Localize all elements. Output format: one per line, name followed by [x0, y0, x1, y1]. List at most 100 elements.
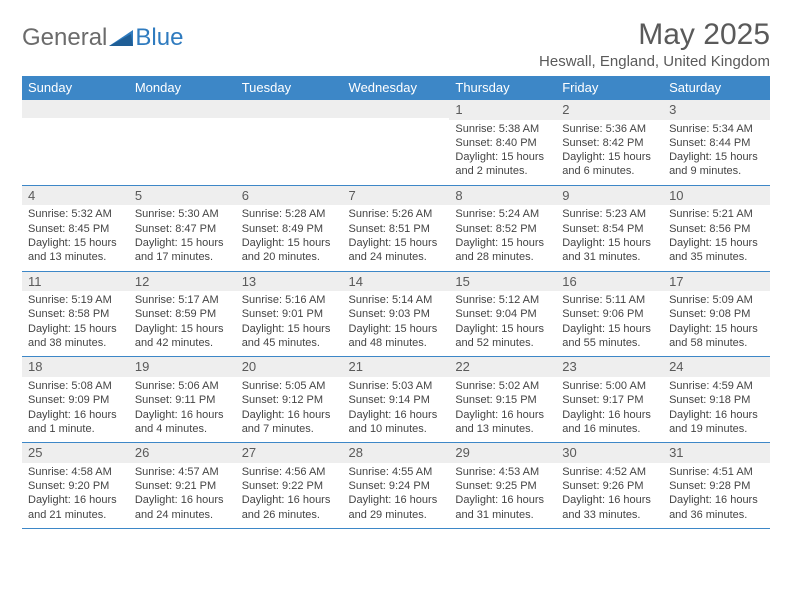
day-details [129, 118, 236, 176]
day-number: 30 [556, 443, 663, 463]
day-details: Sunrise: 4:52 AMSunset: 9:26 PMDaylight:… [556, 463, 663, 528]
header-row: General Blue May 2025 Heswall, England, … [22, 18, 770, 76]
day-header: Wednesday [343, 76, 450, 100]
daylight-line: Daylight: 15 hours and 45 minutes. [242, 322, 337, 351]
daylight-line: Daylight: 15 hours and 55 minutes. [562, 322, 657, 351]
day-details: Sunrise: 5:11 AMSunset: 9:06 PMDaylight:… [556, 291, 663, 356]
sunrise-line: Sunrise: 5:08 AM [28, 379, 123, 393]
calendar-day-cell: 25Sunrise: 4:58 AMSunset: 9:20 PMDayligh… [22, 443, 129, 529]
day-details [236, 118, 343, 176]
daylight-line: Daylight: 15 hours and 2 minutes. [455, 150, 550, 179]
sunrise-line: Sunrise: 5:05 AM [242, 379, 337, 393]
day-details: Sunrise: 5:09 AMSunset: 9:08 PMDaylight:… [663, 291, 770, 356]
day-number: 11 [22, 272, 129, 292]
day-details: Sunrise: 5:12 AMSunset: 9:04 PMDaylight:… [449, 291, 556, 356]
sunrise-line: Sunrise: 5:02 AM [455, 379, 550, 393]
sunset-line: Sunset: 9:06 PM [562, 307, 657, 321]
day-details: Sunrise: 5:21 AMSunset: 8:56 PMDaylight:… [663, 205, 770, 270]
calendar-day-cell: 1Sunrise: 5:38 AMSunset: 8:40 PMDaylight… [449, 100, 556, 186]
day-number [236, 100, 343, 118]
day-number: 2 [556, 100, 663, 120]
sunrise-line: Sunrise: 5:14 AM [349, 293, 444, 307]
day-number: 29 [449, 443, 556, 463]
day-number: 1 [449, 100, 556, 120]
day-number: 19 [129, 357, 236, 377]
day-details [343, 118, 450, 176]
calendar-day-cell: 3Sunrise: 5:34 AMSunset: 8:44 PMDaylight… [663, 100, 770, 186]
sunset-line: Sunset: 9:03 PM [349, 307, 444, 321]
daylight-line: Daylight: 16 hours and 31 minutes. [455, 493, 550, 522]
calendar-day-cell: 10Sunrise: 5:21 AMSunset: 8:56 PMDayligh… [663, 185, 770, 271]
day-number: 24 [663, 357, 770, 377]
sunrise-line: Sunrise: 5:11 AM [562, 293, 657, 307]
calendar-day-cell: 22Sunrise: 5:02 AMSunset: 9:15 PMDayligh… [449, 357, 556, 443]
daylight-line: Daylight: 15 hours and 20 minutes. [242, 236, 337, 265]
sunset-line: Sunset: 9:18 PM [669, 393, 764, 407]
daylight-line: Daylight: 16 hours and 21 minutes. [28, 493, 123, 522]
day-number: 28 [343, 443, 450, 463]
sunset-line: Sunset: 9:17 PM [562, 393, 657, 407]
brand-part1: General [22, 24, 107, 52]
daylight-line: Daylight: 15 hours and 28 minutes. [455, 236, 550, 265]
day-details: Sunrise: 5:32 AMSunset: 8:45 PMDaylight:… [22, 205, 129, 270]
day-header: Tuesday [236, 76, 343, 100]
day-details: Sunrise: 5:03 AMSunset: 9:14 PMDaylight:… [343, 377, 450, 442]
daylight-line: Daylight: 15 hours and 58 minutes. [669, 322, 764, 351]
day-number: 22 [449, 357, 556, 377]
day-details: Sunrise: 5:17 AMSunset: 8:59 PMDaylight:… [129, 291, 236, 356]
daylight-line: Daylight: 16 hours and 13 minutes. [455, 408, 550, 437]
sunrise-line: Sunrise: 5:21 AM [669, 207, 764, 221]
day-number: 18 [22, 357, 129, 377]
sunset-line: Sunset: 8:56 PM [669, 222, 764, 236]
sunset-line: Sunset: 9:14 PM [349, 393, 444, 407]
daylight-line: Daylight: 15 hours and 31 minutes. [562, 236, 657, 265]
sunset-line: Sunset: 9:08 PM [669, 307, 764, 321]
sunset-line: Sunset: 8:59 PM [135, 307, 230, 321]
daylight-line: Daylight: 15 hours and 52 minutes. [455, 322, 550, 351]
day-details: Sunrise: 5:14 AMSunset: 9:03 PMDaylight:… [343, 291, 450, 356]
day-details: Sunrise: 4:53 AMSunset: 9:25 PMDaylight:… [449, 463, 556, 528]
daylight-line: Daylight: 15 hours and 35 minutes. [669, 236, 764, 265]
sunset-line: Sunset: 8:47 PM [135, 222, 230, 236]
sunrise-line: Sunrise: 5:24 AM [455, 207, 550, 221]
calendar-day-cell [236, 100, 343, 186]
calendar-day-cell: 19Sunrise: 5:06 AMSunset: 9:11 PMDayligh… [129, 357, 236, 443]
sunrise-line: Sunrise: 5:23 AM [562, 207, 657, 221]
sunrise-line: Sunrise: 4:51 AM [669, 465, 764, 479]
day-details: Sunrise: 4:56 AMSunset: 9:22 PMDaylight:… [236, 463, 343, 528]
daylight-line: Daylight: 16 hours and 7 minutes. [242, 408, 337, 437]
calendar-day-cell: 13Sunrise: 5:16 AMSunset: 9:01 PMDayligh… [236, 271, 343, 357]
day-header: Friday [556, 76, 663, 100]
sunset-line: Sunset: 8:51 PM [349, 222, 444, 236]
day-number: 17 [663, 272, 770, 292]
calendar-day-cell: 15Sunrise: 5:12 AMSunset: 9:04 PMDayligh… [449, 271, 556, 357]
sunset-line: Sunset: 8:58 PM [28, 307, 123, 321]
daylight-line: Daylight: 15 hours and 24 minutes. [349, 236, 444, 265]
day-number [129, 100, 236, 118]
calendar-day-cell: 17Sunrise: 5:09 AMSunset: 9:08 PMDayligh… [663, 271, 770, 357]
sunrise-line: Sunrise: 5:03 AM [349, 379, 444, 393]
calendar-day-cell: 23Sunrise: 5:00 AMSunset: 9:17 PMDayligh… [556, 357, 663, 443]
calendar-day-cell: 14Sunrise: 5:14 AMSunset: 9:03 PMDayligh… [343, 271, 450, 357]
calendar-day-cell [129, 100, 236, 186]
day-number: 12 [129, 272, 236, 292]
calendar-day-cell: 24Sunrise: 4:59 AMSunset: 9:18 PMDayligh… [663, 357, 770, 443]
day-number: 3 [663, 100, 770, 120]
day-number: 23 [556, 357, 663, 377]
daylight-line: Daylight: 16 hours and 24 minutes. [135, 493, 230, 522]
sunrise-line: Sunrise: 4:53 AM [455, 465, 550, 479]
day-number: 25 [22, 443, 129, 463]
calendar-day-cell [22, 100, 129, 186]
sunrise-line: Sunrise: 5:16 AM [242, 293, 337, 307]
sunrise-line: Sunrise: 4:59 AM [669, 379, 764, 393]
calendar-day-cell: 26Sunrise: 4:57 AMSunset: 9:21 PMDayligh… [129, 443, 236, 529]
daylight-line: Daylight: 16 hours and 29 minutes. [349, 493, 444, 522]
daylight-line: Daylight: 16 hours and 16 minutes. [562, 408, 657, 437]
calendar-week-row: 11Sunrise: 5:19 AMSunset: 8:58 PMDayligh… [22, 271, 770, 357]
day-number: 27 [236, 443, 343, 463]
sunset-line: Sunset: 9:01 PM [242, 307, 337, 321]
day-details: Sunrise: 5:23 AMSunset: 8:54 PMDaylight:… [556, 205, 663, 270]
daylight-line: Daylight: 15 hours and 38 minutes. [28, 322, 123, 351]
daylight-line: Daylight: 16 hours and 10 minutes. [349, 408, 444, 437]
calendar-day-cell: 29Sunrise: 4:53 AMSunset: 9:25 PMDayligh… [449, 443, 556, 529]
